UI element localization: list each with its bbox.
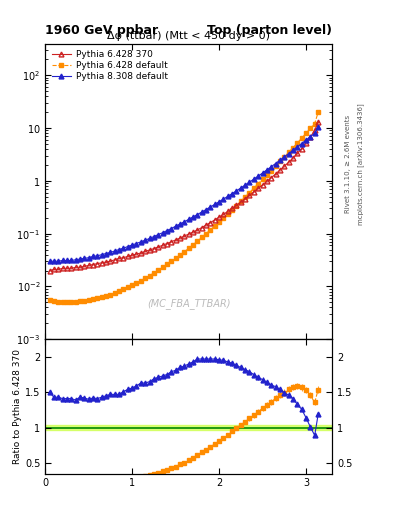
Text: 1960 GeV ppbar: 1960 GeV ppbar (45, 24, 158, 37)
Title: Δφ (tt̅bar) (Mtt < 450 dy > 0): Δφ (tt̅bar) (Mtt < 450 dy > 0) (107, 31, 270, 41)
Text: Top (parton level): Top (parton level) (207, 24, 332, 37)
Bar (45, 425, 332, 431)
Y-axis label: Ratio to Pythia 6.428 370: Ratio to Pythia 6.428 370 (13, 349, 22, 464)
Legend: Pythia 6.428 370, Pythia 6.428 default, Pythia 8.308 default: Pythia 6.428 370, Pythia 6.428 default, … (50, 48, 170, 83)
Text: mcplots.cern.ch [arXiv:1306.3436]: mcplots.cern.ch [arXiv:1306.3436] (357, 103, 364, 225)
Text: (MC_FBA_TTBAR): (MC_FBA_TTBAR) (147, 298, 230, 309)
Text: Rivet 3.1.10, ≥ 2.6M events: Rivet 3.1.10, ≥ 2.6M events (345, 115, 351, 213)
